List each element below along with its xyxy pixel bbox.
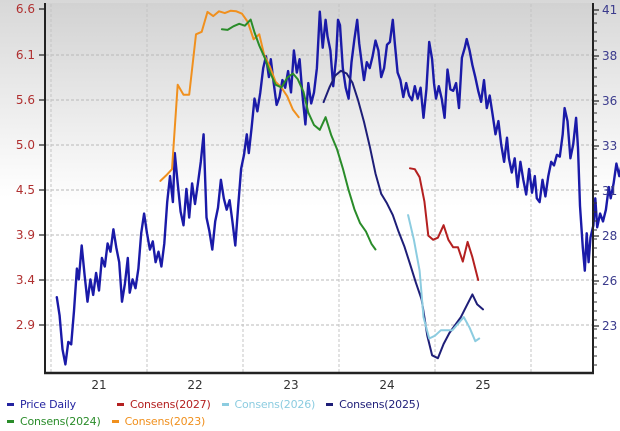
right-tick-label: 33 — [602, 139, 617, 153]
legend-item-consens-2024[interactable]: Consens(2024) — [4, 413, 101, 430]
right-tick-label: 28 — [602, 229, 617, 243]
right-axis-labels: 41 38 36 33 31 28 26 23 — [593, 3, 617, 366]
x-tick-label: 25 — [475, 378, 490, 392]
legend-row-1: Price Daily Consens(2027) Consens(2026) … — [4, 396, 604, 413]
right-tick-label: 38 — [602, 49, 617, 63]
left-tick-label: 3.4 — [16, 273, 35, 287]
series-consens-2023 — [159, 9, 300, 182]
x-axis-labels: 21 22 23 24 25 — [91, 378, 490, 392]
legend-label: Consens(2027) — [129, 398, 211, 411]
right-tick-label: 31 — [602, 184, 617, 198]
series-consens-2025 — [322, 69, 484, 360]
series-consens-2027 — [409, 167, 480, 281]
legend-label: Price Daily — [20, 398, 76, 411]
legend-label: Consens(2026) — [234, 398, 316, 411]
right-tick-label: 23 — [602, 319, 617, 333]
left-tick-label: 3.9 — [16, 228, 35, 242]
x-tick-label: 23 — [283, 378, 298, 392]
legend-swatch — [7, 403, 14, 406]
legend-item-consens-2025[interactable]: Consens(2025) — [323, 396, 420, 413]
legend-item-consens-2023[interactable]: Consens(2023) — [109, 413, 206, 430]
legend-item-price-daily[interactable]: Price Daily — [4, 396, 76, 413]
plot-area — [45, 3, 593, 373]
right-tick-label: 36 — [602, 94, 617, 108]
axes — [44, 3, 594, 375]
left-axis-labels: 6.6 6.1 5.6 5.0 4.5 3.9 3.4 2.9 — [16, 2, 45, 332]
left-tick-label: 5.6 — [16, 93, 35, 107]
x-tick-label: 21 — [91, 378, 106, 392]
legend-label: Consens(2023) — [124, 415, 206, 428]
right-tick-label: 26 — [602, 274, 617, 288]
legend-swatch — [326, 403, 334, 406]
line-chart: 6.6 6.1 5.6 5.0 4.5 3.9 3.4 2.9 41 38 36 33 31 28 26 2… — [0, 0, 620, 395]
left-tick-label: 2.9 — [16, 318, 35, 332]
series-consens-2024 — [220, 18, 377, 251]
legend-swatch — [116, 403, 124, 406]
legend-label: Consens(2025) — [339, 398, 420, 411]
series-price-daily — [55, 10, 620, 366]
left-tick-label: 6.6 — [16, 2, 35, 16]
left-tick-label: 6.1 — [16, 48, 35, 62]
legend-swatch — [111, 420, 119, 423]
x-tick-label: 24 — [379, 378, 394, 392]
series-consens-2026 — [407, 214, 481, 343]
legend-item-consens-2027[interactable]: Consens(2027) — [114, 396, 211, 413]
legend-swatch — [221, 403, 229, 406]
left-tick-label: 4.5 — [16, 183, 35, 197]
x-tick-label: 22 — [187, 378, 202, 392]
series-lines — [55, 9, 620, 366]
legend-swatch — [7, 420, 14, 423]
gridlines — [46, 4, 592, 372]
right-tick-label: 41 — [602, 3, 617, 17]
legend: Price Daily Consens(2027) Consens(2026) … — [4, 396, 604, 430]
legend-row-2: Consens(2024) Consens(2023) — [4, 413, 604, 430]
legend-item-consens-2026[interactable]: Consens(2026) — [219, 396, 316, 413]
legend-label: Consens(2024) — [20, 415, 101, 428]
left-tick-label: 5.0 — [16, 138, 35, 152]
